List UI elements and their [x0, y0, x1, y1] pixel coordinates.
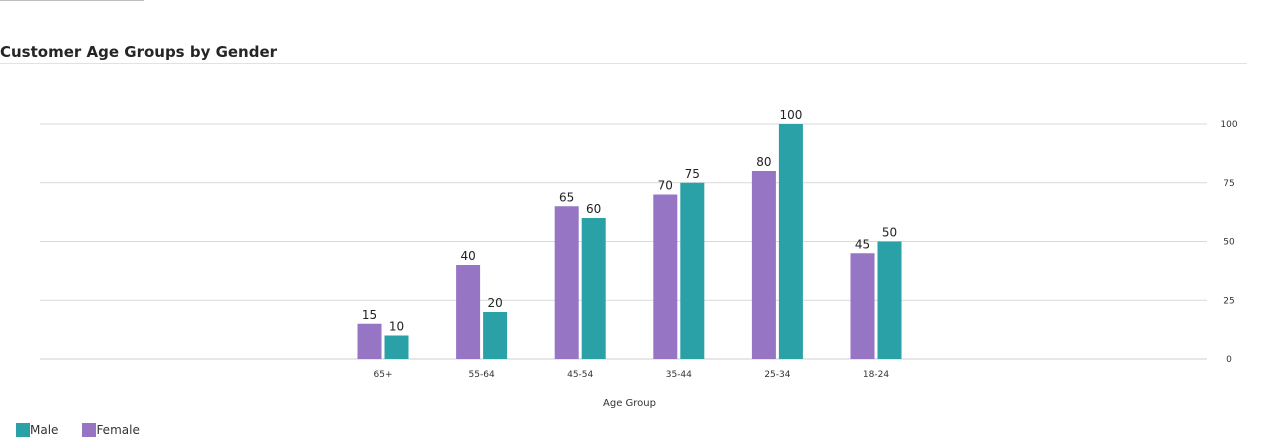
- x-tick-label: 55-64: [469, 370, 495, 380]
- data-label: 15: [362, 308, 377, 322]
- bar-male: [384, 335, 409, 359]
- bar-male: [680, 182, 705, 359]
- x-tick-label: 25-34: [764, 370, 790, 380]
- x-tick-label: 65+: [374, 370, 393, 380]
- data-label: 70: [658, 179, 673, 193]
- legend-item-male[interactable]: Male: [16, 423, 58, 437]
- data-label: 65: [559, 190, 574, 204]
- y-tick-label: 75: [1223, 179, 1234, 189]
- bar-female: [554, 206, 579, 359]
- data-label: 45: [855, 237, 870, 251]
- legend-item-female[interactable]: Female: [82, 423, 140, 437]
- x-tick-label: 45-54: [567, 370, 593, 380]
- x-axis-title: Age Group: [603, 398, 656, 409]
- bar-female: [456, 265, 481, 359]
- y-tick-label: 50: [1223, 238, 1235, 248]
- bar-female: [653, 194, 678, 359]
- bar-female: [850, 253, 875, 359]
- bar-male: [877, 241, 902, 359]
- y-tick-label: 25: [1223, 296, 1234, 306]
- y-tick-label: 0: [1226, 355, 1232, 365]
- data-label: 10: [389, 320, 404, 334]
- x-tick-label: 18-24: [863, 370, 889, 380]
- legend-label-male: Male: [30, 423, 59, 437]
- x-tick-label: 35-44: [666, 370, 692, 380]
- data-label: 100: [779, 108, 802, 122]
- y-tick-label: 100: [1220, 120, 1237, 130]
- data-label: 50: [882, 226, 897, 240]
- data-label: 60: [586, 202, 601, 216]
- bar-chart: 0 25 50 75 100 15 10 65+ 40 20 55-64 65 60 45-54 70 75 3…: [40, 108, 1238, 409]
- legend-swatch-female: [82, 423, 97, 437]
- legend-swatch-male: [16, 423, 30, 437]
- title-divider: [0, 63, 1247, 64]
- bar-male: [581, 218, 606, 359]
- data-label: 20: [487, 296, 502, 310]
- data-label: 40: [460, 249, 475, 263]
- bar-female: [357, 323, 382, 359]
- bar-male: [778, 124, 803, 359]
- data-label: 80: [756, 155, 771, 169]
- chart-legend: Male Female: [16, 423, 164, 437]
- top-tab-underline: [0, 0, 144, 1]
- bar-female: [751, 171, 776, 359]
- legend-label-female: Female: [96, 423, 140, 437]
- chart-title: Customer Age Groups by Gender: [0, 43, 278, 61]
- bar-male: [483, 312, 508, 359]
- data-label: 75: [685, 167, 700, 181]
